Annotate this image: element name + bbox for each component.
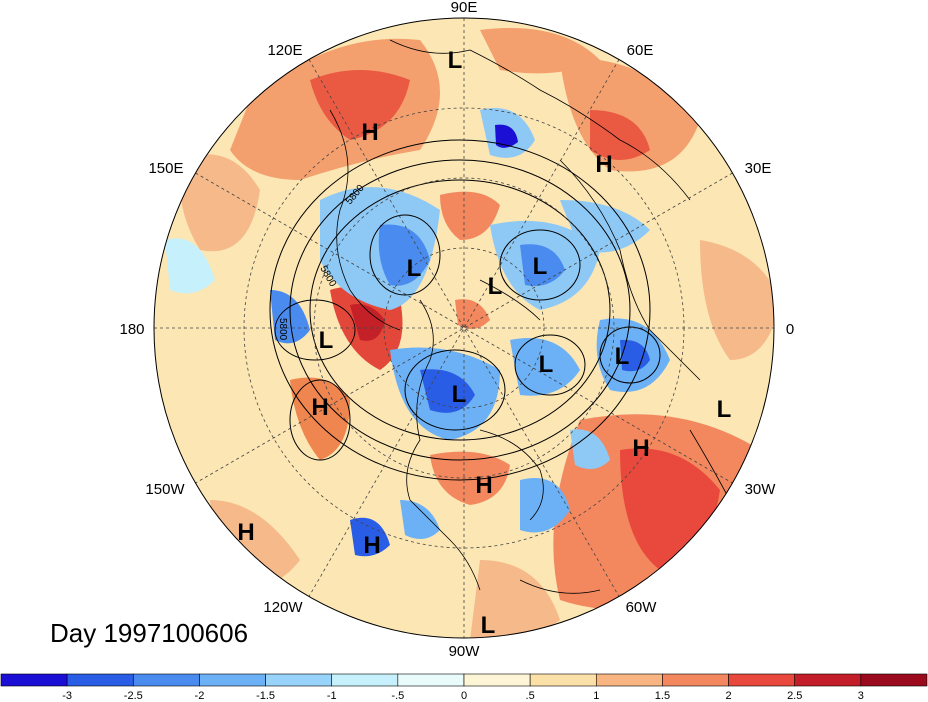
cold-anomaly-region [495,124,518,148]
lon-label-120e: 120E [267,42,302,59]
low-pressure-center: L [448,47,463,74]
contour-label: 5800 [277,318,288,341]
lon-label-180: 180 [119,321,144,338]
warm-anomaly-region [700,240,774,360]
low-pressure-center: L [452,381,467,408]
colorbar-tick-label: .5 [526,690,535,702]
low-pressure-center: L [488,273,503,300]
high-pressure-center: H [475,472,492,499]
high-pressure-center: H [632,435,649,462]
low-pressure-center: L [533,253,548,280]
high-pressure-center: H [595,151,612,178]
colorbar-swatch [199,673,266,687]
lon-label-0: 0 [786,321,794,338]
high-pressure-center: H [237,519,254,546]
high-pressure-center: H [311,394,328,421]
anomaly-field [154,18,774,638]
colorbar-swatch [728,673,796,687]
cold-anomaly-region [620,339,650,372]
low-pressure-center: L [319,327,334,354]
warm-anomaly-region [590,110,650,160]
warm-anomaly-region [179,154,260,252]
lon-label-150e: 150E [148,160,183,177]
colorbar-tick-label: -3 [62,690,72,702]
lon-label-120w: 120W [263,599,303,616]
map-boundary [153,17,775,639]
colorbar-tick-label: -.5 [391,690,404,702]
low-pressure-center: L [615,343,630,370]
warm-anomaly-region [480,28,600,74]
low-pressure-center: L [717,396,732,423]
lon-label-60e: 60E [627,42,654,59]
colorbar-swatch [331,673,399,687]
colorbar-tick-label: -2 [195,690,205,702]
colorbar-swatch [794,673,862,687]
cold-anomaly-region [510,338,580,396]
colorbar-tick-label: -1.5 [256,690,275,702]
lon-label-30e: 30E [745,160,772,177]
warm-anomaly-region [350,304,385,341]
colorbar: -3 -2.5 -2 -1.5 -1 -.5 0 .5 1 1.5 2 2.5 3 [0,673,928,702]
colorbar-swatch [463,673,531,687]
colorbar-swatch [0,673,68,687]
colorbar-tick-label: 0 [461,690,467,702]
low-pressure-center: H [363,532,380,559]
cold-anomaly-region [350,517,390,557]
lon-label-150w: 150W [145,481,185,498]
colorbar-tick-label: 2.5 [787,690,802,702]
colorbar-swatch [662,673,729,687]
day-label: Day 1997100606 [50,618,249,648]
high-pressure-center: H [361,119,378,146]
warm-anomaly-region [290,377,350,460]
colorbar-tick-label: 2 [726,690,732,702]
cold-anomaly-region [520,478,570,533]
warm-anomaly-region [430,451,510,505]
cold-anomaly-region [570,429,610,469]
colorbar-tick-label: -2.5 [124,690,143,702]
colorbar-tick-label: 3 [858,690,864,702]
cold-anomaly-region [520,244,565,286]
colorbar-tick-label: 1.5 [655,690,670,702]
lon-label-30w: 30W [745,481,777,498]
cold-anomaly-region [165,238,215,294]
lon-label-60w: 60W [626,599,658,616]
low-pressure-center: L [481,612,496,639]
cold-anomaly-region [560,200,650,253]
colorbar-swatch [860,673,928,687]
lon-label-90w: 90W [449,643,481,660]
colorbar-swatch [265,673,333,687]
low-pressure-center: L [539,351,554,378]
colorbar-swatch [595,673,663,687]
colorbar-swatch [397,673,465,687]
lon-label-90e: 90E [451,0,478,16]
colorbar-swatch [132,673,200,687]
cold-anomaly-region [400,500,440,539]
colorbar-tick-label: -1 [327,690,337,702]
geopotential-contours [269,139,661,481]
colorbar-swatch [66,673,134,687]
coastlines [329,39,751,601]
graticule [154,18,774,638]
colorbar-swatch [529,673,597,687]
low-pressure-center: L [407,255,422,282]
warm-anomaly-region [470,560,560,638]
warm-anomaly-region [440,191,500,240]
cold-anomaly-region [378,224,430,286]
colorbar-tick-label: 1 [593,690,599,702]
